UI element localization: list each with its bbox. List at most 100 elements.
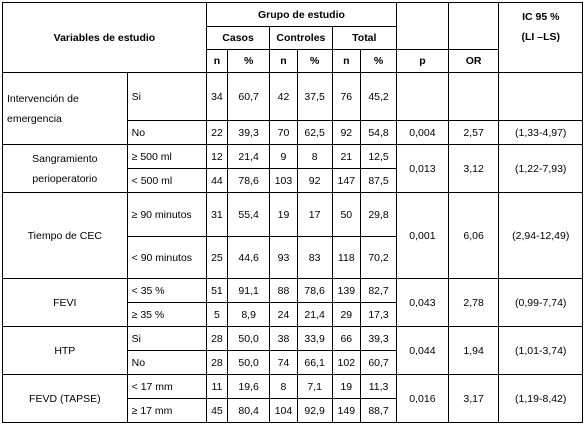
cell-tn: 102 xyxy=(331,350,362,375)
cell-kn: 19 xyxy=(269,192,298,237)
cell-kp: 92 xyxy=(296,168,333,193)
header-total-pct: % xyxy=(360,49,398,73)
table-row: HTP Si 28 50,0 38 33,9 66 39,3 0,044 1,94 (1,01-3,… xyxy=(2,326,583,375)
header-ci-line1: IC 95 % xyxy=(522,11,560,23)
cell-cp: 60,7 xyxy=(226,72,271,121)
cell-cn: 44 xyxy=(205,168,229,193)
cell-cp: 21,4 xyxy=(226,144,271,169)
table-body: Variables de estudio Grupo de estudio IC… xyxy=(2,2,583,423)
cell-cn: 51 xyxy=(205,278,229,303)
cell-cn: 34 xyxy=(205,72,229,121)
cell-kp: 17 xyxy=(296,192,333,237)
category-label: ≥ 90 minutos xyxy=(126,192,207,237)
cell-cn: 28 xyxy=(205,350,229,375)
header-or: OR xyxy=(447,49,500,73)
cell-tp: 39,3 xyxy=(360,326,398,351)
header-controls-n: n xyxy=(269,49,298,73)
cell-tn: 139 xyxy=(331,278,362,303)
p-value: 0,001 xyxy=(396,192,449,279)
category-label: ≥ 35 % xyxy=(126,302,207,327)
cell-cn: 12 xyxy=(205,144,229,169)
cell-kp: 21,4 xyxy=(296,302,333,327)
blank-cell xyxy=(447,72,500,121)
category-label: ≥ 17 mm xyxy=(126,398,207,423)
cell-kn: 93 xyxy=(269,236,298,279)
confidence-interval: (2,94-12,49) xyxy=(498,192,583,279)
cell-kn: 88 xyxy=(269,278,298,303)
variable-name: Tiempo de CEC xyxy=(2,192,128,279)
cell-tn: 147 xyxy=(331,168,362,193)
results-table: Variables de estudio Grupo de estudio IC… xyxy=(2,2,583,423)
cell-kp: 7,1 xyxy=(296,374,333,399)
header-variables: Variables de estudio xyxy=(2,2,207,73)
header-blank-or xyxy=(447,2,500,50)
category-label: No xyxy=(126,120,207,145)
table-row: No 22 39,3 70 62,5 92 54,8 0,004 2,57 (1,33-4,97) xyxy=(3,120,583,145)
table-row: Tiempo de CEC ≥ 90 minutos 31 55,4 19 17 50 29,… xyxy=(2,192,583,279)
category-label: Si xyxy=(126,326,207,351)
cell-kn: 70 xyxy=(269,120,298,145)
p-value: 0,044 xyxy=(396,326,449,375)
cell-tp: 12,5 xyxy=(360,144,398,169)
cell-kp: 83 xyxy=(296,236,333,279)
header-ci-line2: (LI –LS) xyxy=(521,31,560,43)
cell-kn: 42 xyxy=(269,72,298,121)
category-label: No xyxy=(126,350,207,375)
cell-tn: 50 xyxy=(331,192,362,237)
p-value: 0,013 xyxy=(396,144,449,193)
odds-ratio: 3,12 xyxy=(447,144,500,193)
cell-tn: 66 xyxy=(331,326,362,351)
variable-name: FEVD (TAPSE) xyxy=(2,374,128,423)
confidence-interval: (1,33-4,97) xyxy=(498,120,583,145)
odds-ratio: 6,06 xyxy=(447,192,500,279)
cell-cn: 28 xyxy=(205,326,229,351)
header-group: Grupo de estudio xyxy=(205,2,398,27)
cell-tn: 149 xyxy=(331,398,362,423)
cell-kp: 92,9 xyxy=(296,398,333,423)
category-label: < 90 minutos xyxy=(126,236,207,279)
table-row: < 90 minutos 25 44,6 93 83 118 70,2 xyxy=(3,236,583,279)
header-ci: IC 95 % (LI –LS) xyxy=(498,2,583,73)
cell-tp: 17,3 xyxy=(360,302,398,327)
cell-kp: 8 xyxy=(296,144,333,169)
cell-cp: 78,6 xyxy=(226,168,271,193)
cell-cn: 5 xyxy=(205,302,229,327)
cell-tn: 92 xyxy=(331,120,362,145)
cell-cp: 44,6 xyxy=(226,236,271,279)
confidence-interval: (1,01-3,74) xyxy=(498,326,583,375)
cell-kn: 104 xyxy=(269,398,298,423)
confidence-interval: (1,22-7,93) xyxy=(498,144,583,193)
odds-ratio: 2,57 xyxy=(447,120,500,145)
confidence-interval: (0,99-7,74) xyxy=(498,278,583,327)
cell-tn: 29 xyxy=(331,302,362,327)
variable-name: FEVI xyxy=(2,278,128,327)
cell-tp: 45,2 xyxy=(360,72,398,121)
cell-kn: 24 xyxy=(269,302,298,327)
cell-tn: 76 xyxy=(331,72,362,121)
cell-tp: 88,7 xyxy=(360,398,398,423)
cell-tn: 21 xyxy=(331,144,362,169)
cell-kp: 62,5 xyxy=(296,120,333,145)
category-label: < 17 mm xyxy=(126,374,207,399)
cell-tp: 29,8 xyxy=(360,192,398,237)
odds-ratio: 1,94 xyxy=(447,326,500,375)
cell-kp: 33,9 xyxy=(296,326,333,351)
header-controls: Controles xyxy=(269,26,333,50)
cell-tp: 54,8 xyxy=(360,120,398,145)
cell-tp: 11,3 xyxy=(360,374,398,399)
cell-cp: 19,6 xyxy=(226,374,271,399)
table-row: ≥ 17 mm 45 80,4 104 92,9 149 88,7 xyxy=(3,398,583,423)
cell-kp: 37,5 xyxy=(296,72,333,121)
p-value: 0,004 xyxy=(396,120,449,145)
header-total: Total xyxy=(331,26,398,50)
table-row: No 28 50,0 74 66,1 102 60,7 xyxy=(3,350,583,375)
cell-cn: 11 xyxy=(205,374,229,399)
cell-tn: 19 xyxy=(331,374,362,399)
confidence-interval: (1,19-8,42) xyxy=(498,374,583,423)
cell-kn: 74 xyxy=(269,350,298,375)
header-p: p xyxy=(396,49,449,73)
cell-kn: 9 xyxy=(269,144,298,169)
cell-kp: 78,6 xyxy=(296,278,333,303)
cell-cp: 55,4 xyxy=(226,192,271,237)
category-label: < 500 ml xyxy=(126,168,207,193)
